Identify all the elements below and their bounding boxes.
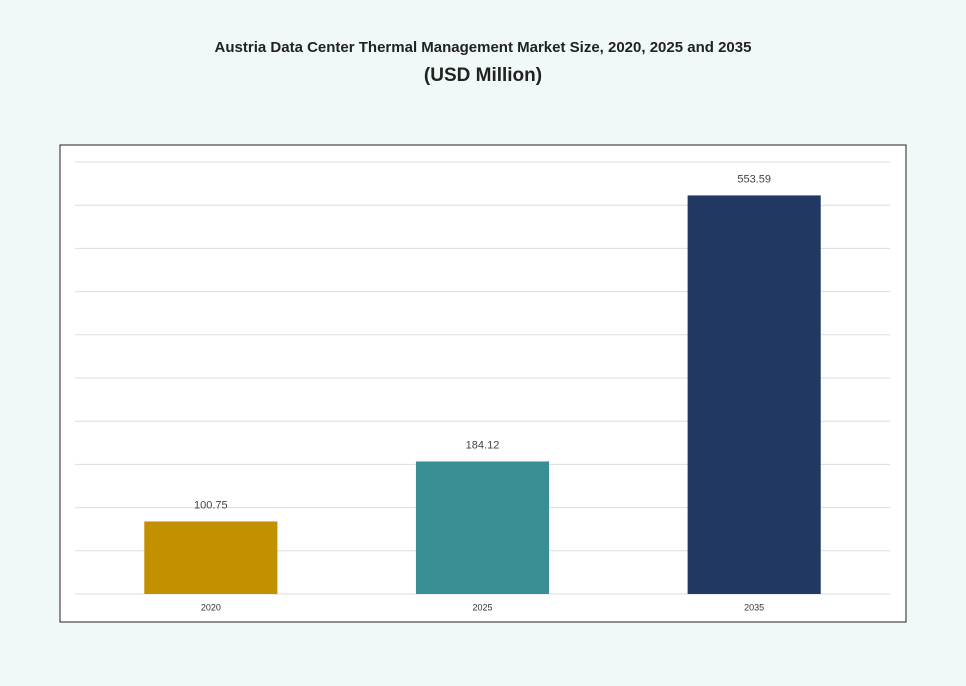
bar — [415, 461, 550, 594]
value-label: 100.75 — [194, 499, 228, 511]
bar — [144, 521, 278, 594]
x-tick-label: 2020 — [201, 602, 221, 612]
value-label: 184.12 — [466, 439, 500, 451]
chart-subtitle: (USD Million) — [424, 65, 542, 86]
chart-title: Austria Data Center Thermal Management M… — [215, 39, 752, 56]
value-label: 553.59 — [737, 173, 771, 185]
x-tick-label: 2025 — [472, 602, 492, 612]
x-tick-label: 2035 — [744, 602, 764, 612]
bar — [687, 195, 821, 594]
